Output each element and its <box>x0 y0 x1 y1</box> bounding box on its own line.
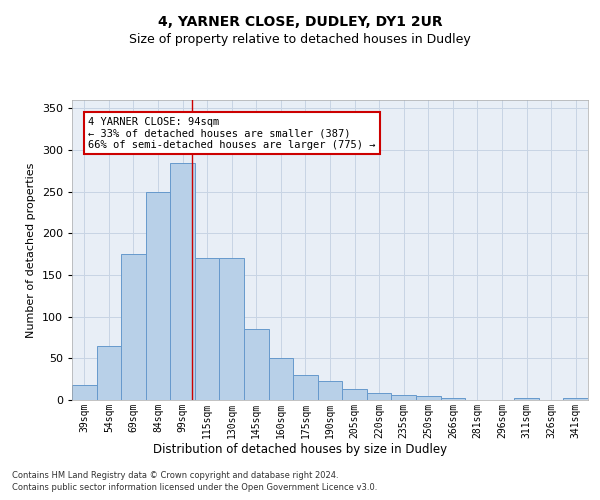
Bar <box>367 394 391 400</box>
Bar <box>563 398 588 400</box>
Text: Size of property relative to detached houses in Dudley: Size of property relative to detached ho… <box>129 32 471 46</box>
Text: Distribution of detached houses by size in Dudley: Distribution of detached houses by size … <box>153 442 447 456</box>
Bar <box>220 258 244 400</box>
Bar <box>195 258 220 400</box>
Bar <box>170 162 195 400</box>
Text: 4 YARNER CLOSE: 94sqm
← 33% of detached houses are smaller (387)
66% of semi-det: 4 YARNER CLOSE: 94sqm ← 33% of detached … <box>88 116 376 150</box>
Bar <box>97 346 121 400</box>
Bar <box>514 398 539 400</box>
Bar <box>72 385 97 400</box>
Text: Contains public sector information licensed under the Open Government Licence v3: Contains public sector information licen… <box>12 483 377 492</box>
Bar <box>342 389 367 400</box>
Bar <box>244 329 269 400</box>
Y-axis label: Number of detached properties: Number of detached properties <box>26 162 36 338</box>
Text: Contains HM Land Registry data © Crown copyright and database right 2024.: Contains HM Land Registry data © Crown c… <box>12 470 338 480</box>
Bar <box>121 254 146 400</box>
Bar <box>391 395 416 400</box>
Bar <box>318 381 342 400</box>
Text: 4, YARNER CLOSE, DUDLEY, DY1 2UR: 4, YARNER CLOSE, DUDLEY, DY1 2UR <box>158 15 442 29</box>
Bar <box>269 358 293 400</box>
Bar <box>146 192 170 400</box>
Bar <box>416 396 440 400</box>
Bar <box>293 375 318 400</box>
Bar <box>440 398 465 400</box>
